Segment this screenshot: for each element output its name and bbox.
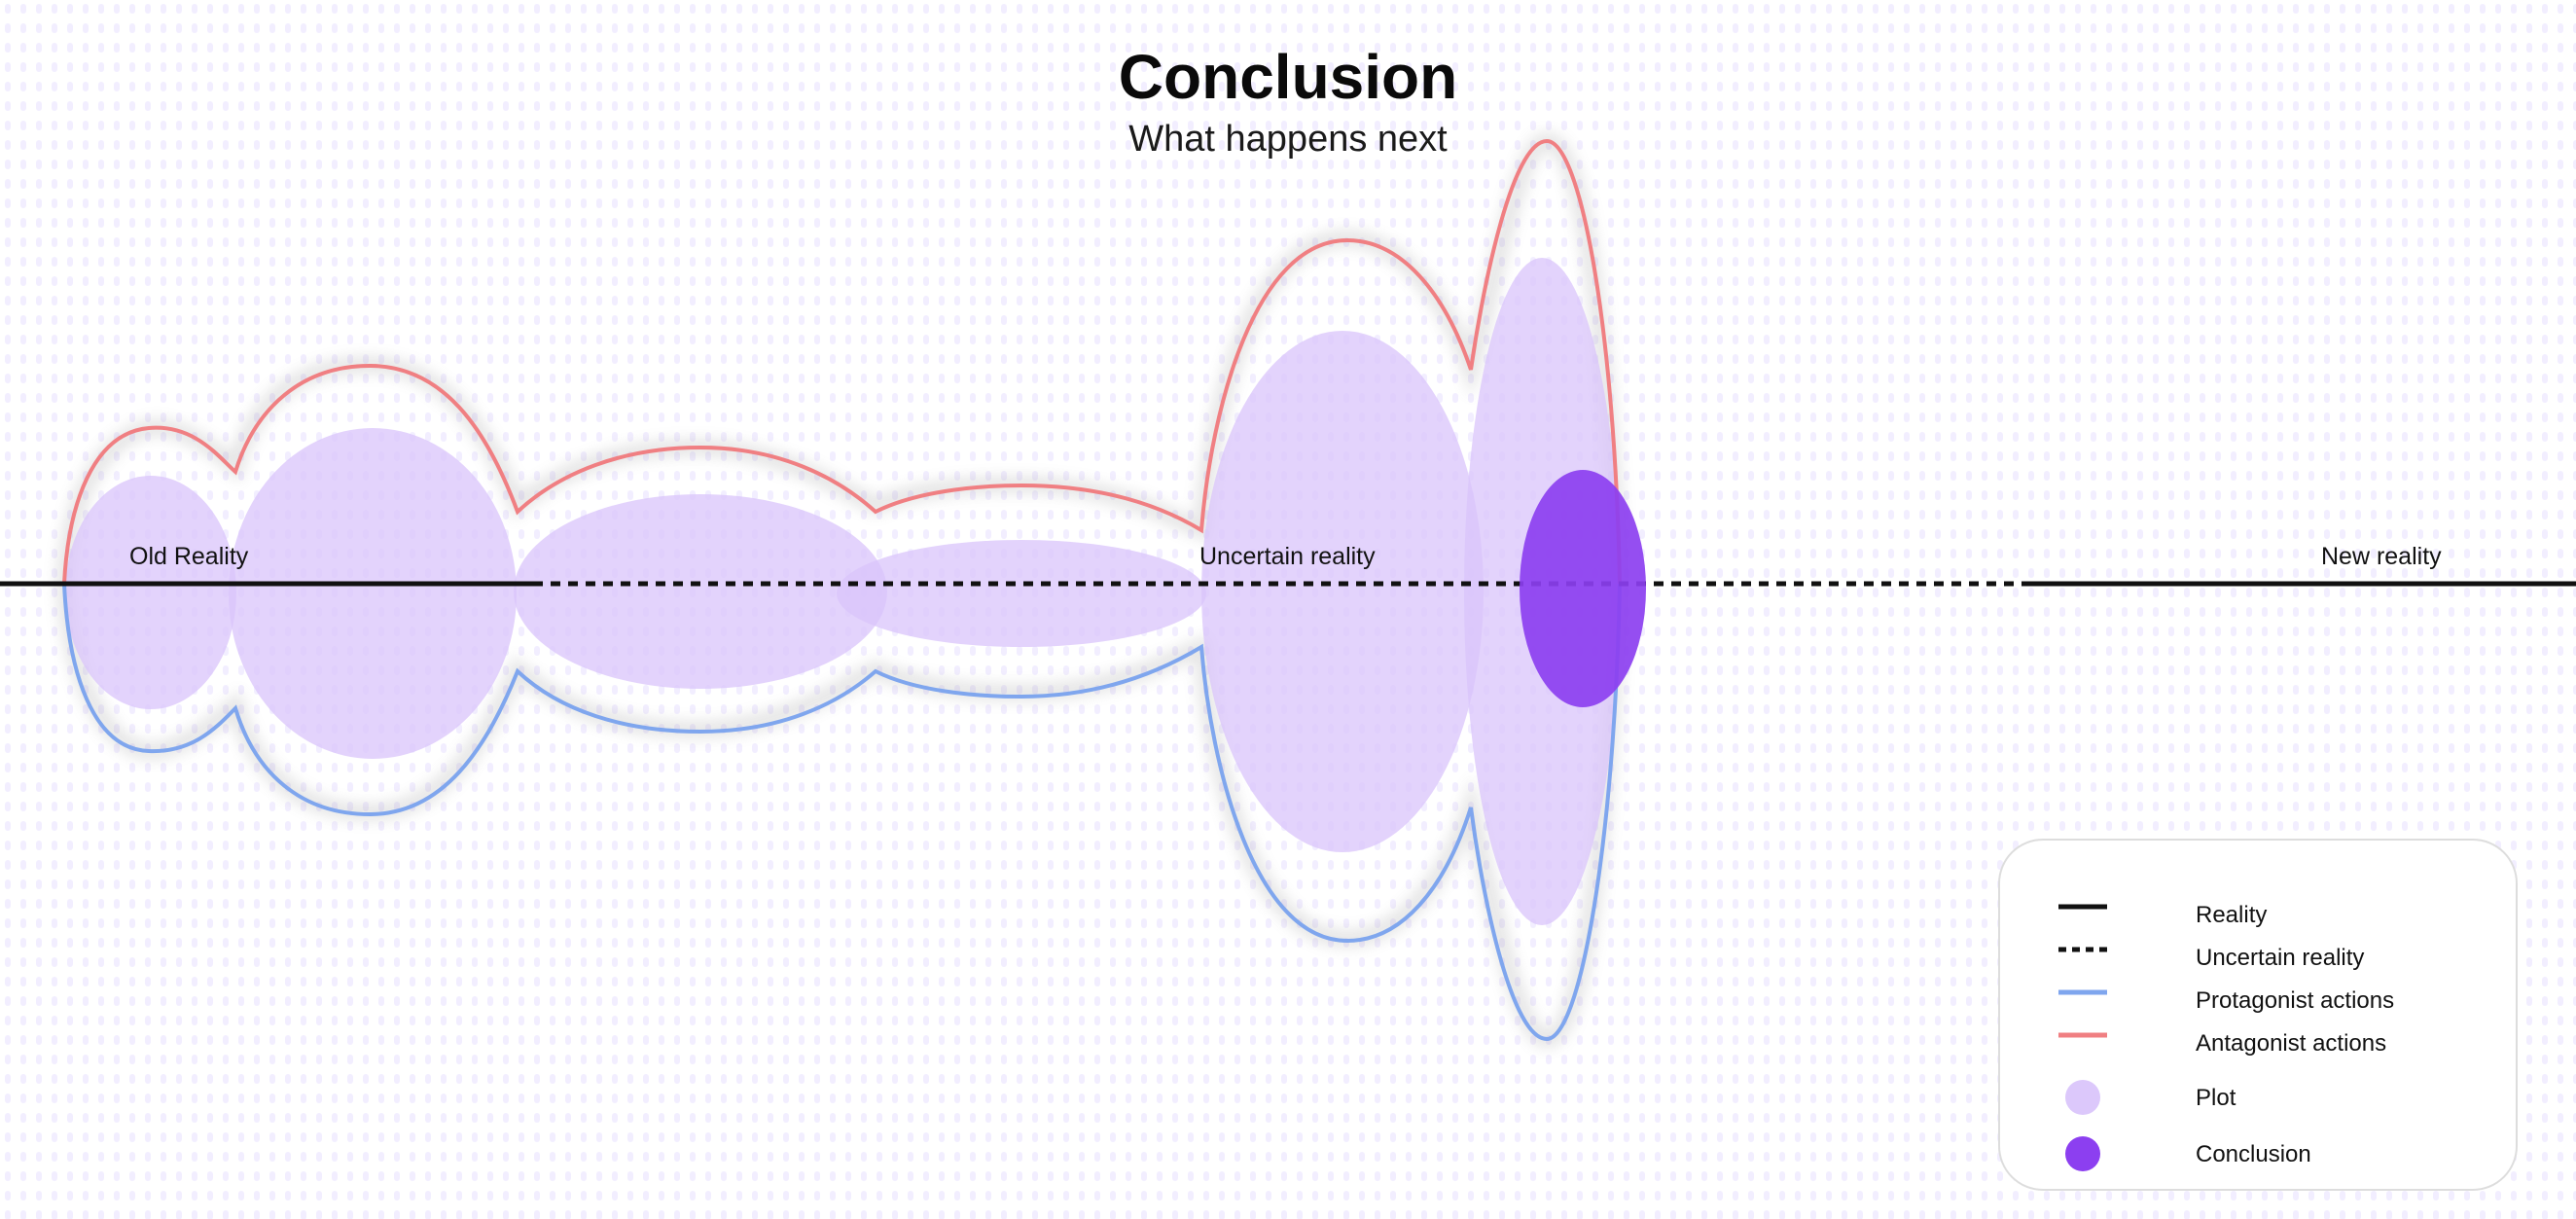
legend-label: Reality <box>2196 902 2268 928</box>
page-subtitle: What happens next <box>1128 119 1448 160</box>
page-title: Conclusion <box>1118 42 1458 112</box>
legend-plot: Plot <box>2000 1078 2516 1117</box>
plot-ellipse <box>229 428 517 759</box>
new-reality-label: New reality <box>2321 543 2442 570</box>
plot-ellipse <box>514 494 887 689</box>
legend-label: Protagonist actions <box>2196 987 2395 1014</box>
solid-line-icon <box>2058 1032 2107 1038</box>
protagonist-actions-line <box>62 583 1622 1042</box>
plot-ellipse <box>837 540 1206 647</box>
old-reality-label: Old Reality <box>129 543 249 570</box>
plot-ellipse <box>1201 331 1484 852</box>
dashed-line-icon <box>2058 947 2107 952</box>
antagonist-actions-line <box>62 138 1622 585</box>
legend-conclusion: Conclusion <box>2000 1134 2516 1173</box>
circle-icon <box>2065 1080 2100 1115</box>
legend-label: Antagonist actions <box>2196 1030 2387 1057</box>
circle-icon <box>2065 1136 2100 1171</box>
legend-protagonist-actions: Protagonist actions <box>2000 981 2516 1020</box>
legend-uncertain-reality: Uncertain reality <box>2000 938 2516 977</box>
solid-line-icon <box>2058 989 2107 995</box>
legend-label: Uncertain reality <box>2196 945 2365 971</box>
uncertain-reality-label: Uncertain reality <box>1199 543 1376 570</box>
legend: Reality Uncertain reality Protagonist ac… <box>1998 839 2518 1191</box>
legend-reality: Reality <box>2000 895 2516 934</box>
solid-line-icon <box>2058 904 2107 910</box>
legend-label: Conclusion <box>2196 1141 2311 1167</box>
plot-ellipse <box>65 476 236 709</box>
legend-antagonist-actions: Antagonist actions <box>2000 1023 2516 1062</box>
legend-label: Plot <box>2196 1085 2236 1111</box>
conclusion-ellipse <box>1520 470 1646 707</box>
